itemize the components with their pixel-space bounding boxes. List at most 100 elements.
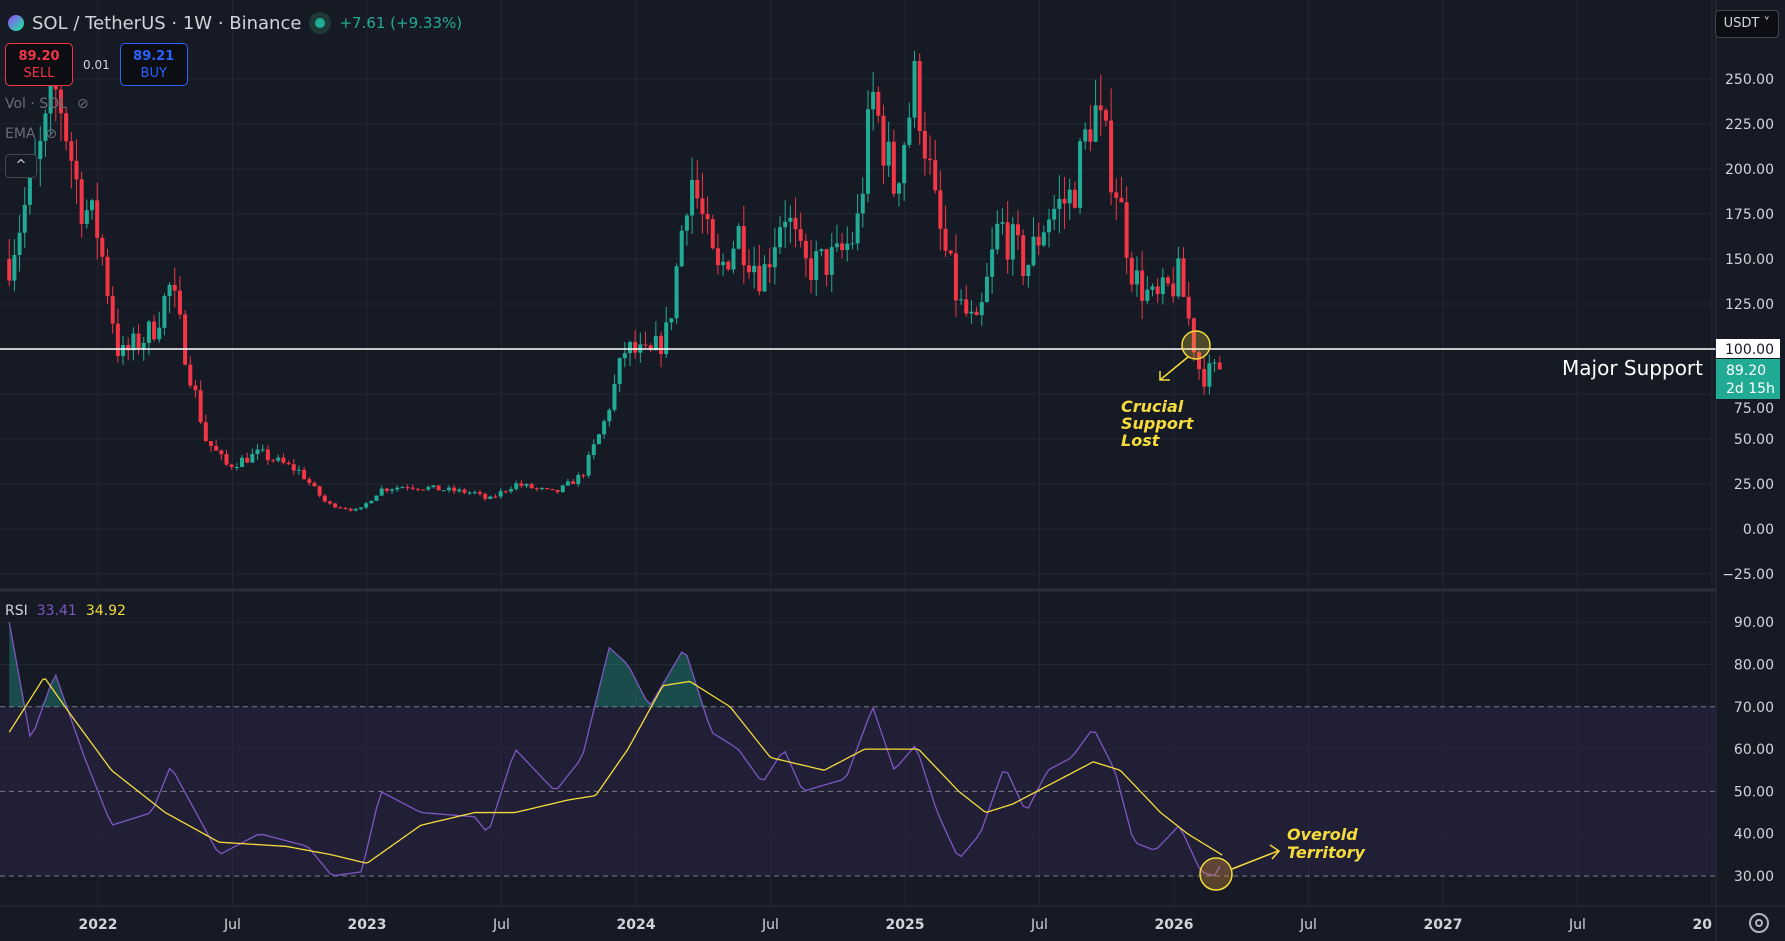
settings-gear-icon[interactable] [1749,913,1769,933]
candle-body [969,311,974,314]
candle-body [89,200,94,211]
candle-body [291,464,296,471]
candle-body [684,215,689,231]
candle-body [902,144,907,184]
candle-body [953,253,958,301]
candle-body [1191,318,1196,353]
candle-body [172,284,177,291]
candle-body [146,321,151,343]
candle-body [731,248,736,270]
ema-label: EMA [5,126,36,142]
rsi-tick-label: 30.00 [1734,869,1774,885]
candle-body [762,264,767,292]
candle-body [824,249,829,275]
volume-indicator[interactable]: Vol · SOL ⊘ [5,96,89,112]
candle-body [255,449,260,454]
candle-body [115,323,120,357]
oversold-note: Overold Territory [1287,825,1366,862]
sell-price: 89.20 [18,49,60,64]
candle-body [214,445,219,451]
price-tick-label: 250.00 [1725,72,1774,88]
candle-body [679,230,684,267]
candle-body [271,460,276,462]
candle-body [17,232,22,255]
candle-body [659,335,664,355]
candle-body [881,115,886,166]
candle-body [933,160,938,191]
price-tick-label: 25.00 [1734,477,1774,493]
symbol-legend[interactable]: SOL / TetherUS · 1W · Binance +7.61 (+9.… [8,12,462,34]
candle-body [7,259,12,281]
buy-label: BUY [140,66,167,81]
rsi-legend[interactable]: RSI 33.41 34.92 [5,603,126,619]
candle-body [576,475,581,485]
time-tick-label: 2026 [1155,917,1194,933]
time-tick-label: Jul [223,917,241,933]
eye-hidden-icon[interactable]: ⊘ [45,126,58,142]
candle-body [555,489,560,493]
candle-body [79,179,84,224]
candle-body [850,243,855,245]
candle-body [488,496,493,499]
candle-body [493,496,498,498]
symbol-title[interactable]: SOL / TetherUS · 1W · Binance [32,12,302,34]
candle-body [1010,224,1015,260]
candle-body [643,344,648,346]
note-line: Overold [1287,825,1358,844]
candle-body [364,503,369,508]
candle-body [1005,222,1010,260]
candle-body [995,223,1000,250]
candle-body [721,261,726,266]
candle-body [1217,362,1222,370]
candle-body [803,240,808,259]
candle-body [317,486,322,496]
candle-body [131,333,136,351]
candle-body [1021,235,1026,276]
candle-body [943,228,948,251]
candle-body [633,342,638,353]
candle-body [1031,236,1036,266]
candle-body [896,183,901,194]
ema-indicator[interactable]: EMA ⊘ [5,126,57,142]
candle-body [152,321,157,340]
bar-countdown: 2d 15h [1726,381,1775,397]
candle-body [100,237,105,257]
candle-body [302,469,307,480]
candle-body [1176,258,1181,297]
candle-body [162,296,167,328]
time-tick-label: Jul [1030,917,1048,933]
candle-body [400,487,405,489]
axes[interactable]: 250.00225.00200.00175.00150.00125.0075.0… [79,72,1774,933]
rsi-label: RSI [5,603,28,619]
candle-body [12,254,17,281]
price-tick-label: 200.00 [1725,162,1774,178]
candle-body [979,302,984,316]
candle-body [229,464,234,468]
rsi-ma-line [8,678,1223,864]
collapse-legend-button[interactable]: ^ [5,154,37,178]
eye-hidden-icon[interactable]: ⊘ [77,96,89,112]
candle-body [1155,286,1160,295]
candle-body [757,265,762,292]
candle-body [891,141,896,194]
candle-body [581,475,586,477]
rsi-value: 33.41 [36,603,77,619]
candle-body [783,221,788,228]
candle-body [188,364,193,386]
candle-body [240,457,245,467]
sell-button[interactable]: 89.20 SELL [5,43,73,86]
support-lost-arrow [1159,356,1189,381]
candle-body [1109,120,1114,193]
price-change: +7.61 (+9.33%) [339,14,463,32]
candle-body [193,385,198,391]
rsi-tick-label: 50.00 [1734,784,1774,800]
time-tick-label: 2027 [1424,917,1463,933]
candle-body [612,383,617,410]
buy-button[interactable]: 89.21 BUY [119,43,188,86]
currency-selector[interactable]: USDT ˅ [1714,10,1779,38]
candle-body [219,450,224,455]
candle-body [565,481,570,486]
candle-body [1026,265,1031,276]
candle-body [912,61,917,118]
